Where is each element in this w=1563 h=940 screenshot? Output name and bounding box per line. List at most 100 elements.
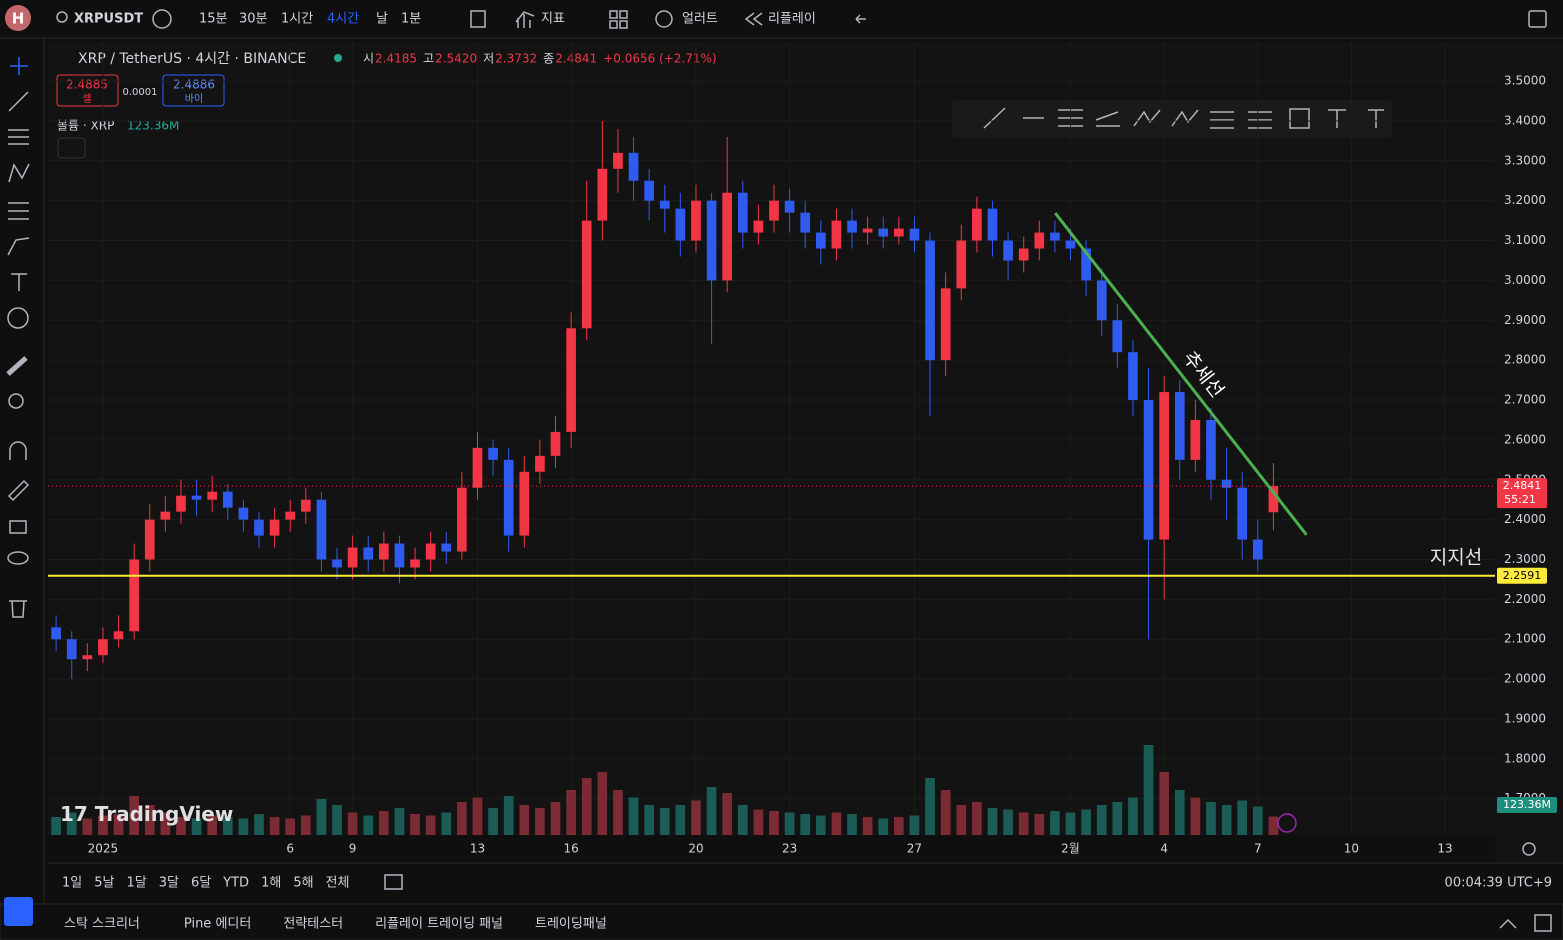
undo[interactable] xyxy=(855,14,866,24)
y-tick-label: 3.1000 xyxy=(1504,233,1546,247)
range-button[interactable]: 6달 xyxy=(191,876,211,891)
interval[interactable]: 4시간 xyxy=(327,12,359,27)
volume-bar xyxy=(269,817,280,835)
panel-tab[interactable]: 트레이딩패널 xyxy=(535,917,607,932)
range-button[interactable]: 5날 xyxy=(94,876,114,891)
collapse[interactable] xyxy=(57,137,86,159)
y-tick-label: 2.8000 xyxy=(1504,353,1546,367)
range-button[interactable]: 1해 xyxy=(261,876,281,891)
range-button[interactable]: 전체 xyxy=(326,876,350,891)
ohlc-value: 2.3732 xyxy=(495,52,537,66)
zoom-tool[interactable] xyxy=(8,393,24,409)
volume-bar xyxy=(1190,797,1201,835)
crosshair-tool[interactable] xyxy=(10,57,28,75)
volume-bar xyxy=(1221,805,1232,835)
interval[interactable]: 15분 xyxy=(199,12,228,27)
settings[interactable] xyxy=(1522,842,1536,856)
candle-body xyxy=(254,519,264,536)
volume-bar xyxy=(410,814,420,835)
fib-tool[interactable] xyxy=(8,129,29,145)
expand[interactable] xyxy=(1499,918,1517,929)
volume-bar xyxy=(1050,811,1060,835)
pattern-tool[interactable] xyxy=(8,163,30,183)
range-button[interactable]: 1달 xyxy=(126,876,146,891)
date-range-icon[interactable] xyxy=(384,874,403,890)
replay[interactable]: 리플레이 xyxy=(768,12,816,27)
forecast-tool[interactable] xyxy=(8,202,29,220)
volume-bar xyxy=(1174,790,1185,835)
panel-tab[interactable]: 리플레이 트레이딩 패널 xyxy=(375,917,503,932)
y-tick-label: 2.9000 xyxy=(1504,313,1546,327)
indicators[interactable]: 지표 xyxy=(541,12,565,27)
magnet-tool[interactable] xyxy=(9,441,27,460)
volume-bar xyxy=(222,817,233,835)
fullscreen[interactable] xyxy=(1528,10,1547,28)
rect-tool[interactable] xyxy=(1289,108,1310,129)
candle-body xyxy=(1081,248,1091,281)
alert[interactable]: 얼러트 xyxy=(682,12,718,27)
plot-area xyxy=(48,120,1495,835)
hide-tool[interactable] xyxy=(7,551,29,565)
panel-tab[interactable]: 전략테스터 xyxy=(283,917,343,932)
candle-body xyxy=(363,547,374,560)
candle-body xyxy=(659,200,670,209)
lock-tool[interactable] xyxy=(9,520,27,534)
candle-body xyxy=(441,543,452,552)
volume-bar xyxy=(909,815,920,835)
volume-bar xyxy=(254,814,264,835)
lock-draw-tool[interactable] xyxy=(7,479,30,502)
volume-bar xyxy=(1096,805,1107,835)
interval[interactable]: 1분 xyxy=(401,12,421,27)
candle-body xyxy=(831,220,842,249)
watermark: 𝟭𝟳 TradingView xyxy=(60,802,233,826)
range-button[interactable]: 1일 xyxy=(62,876,82,891)
candle-body xyxy=(238,507,249,520)
candle-body xyxy=(1268,486,1279,513)
ruler-tool[interactable] xyxy=(6,356,28,376)
volume-bar xyxy=(300,815,311,835)
ohlc-key: 시 xyxy=(363,52,374,66)
maximize[interactable] xyxy=(1534,914,1552,932)
emoji-tool[interactable] xyxy=(7,307,29,329)
candle-body xyxy=(488,447,498,460)
volume-bar xyxy=(972,802,982,835)
watchlist[interactable] xyxy=(4,897,33,926)
line-tool[interactable] xyxy=(8,91,29,112)
drawing-toolbar xyxy=(952,100,1392,138)
trash-tool[interactable] xyxy=(9,600,27,618)
x-tick-label: 6 xyxy=(286,842,294,856)
panel-tab[interactable]: Pine 에디터 xyxy=(184,917,251,932)
volume-bar xyxy=(285,818,296,835)
interval[interactable]: 날 xyxy=(376,12,388,27)
interval[interactable]: 1시간 xyxy=(281,12,313,27)
volume-bar xyxy=(847,814,857,835)
candle-body xyxy=(550,431,561,456)
range-button[interactable]: 3달 xyxy=(159,876,179,891)
layout-icon[interactable] xyxy=(609,10,618,19)
candle-body xyxy=(566,328,576,432)
price-axis xyxy=(1495,42,1563,863)
volume-bar xyxy=(66,812,77,835)
chart-type-icon[interactable] xyxy=(470,10,486,28)
interval[interactable]: 30분 xyxy=(239,12,268,27)
chart-area xyxy=(48,42,1495,835)
volume-bar xyxy=(332,805,342,835)
avatar[interactable] xyxy=(5,5,31,31)
add-symbol[interactable] xyxy=(152,9,172,29)
brush-tool[interactable] xyxy=(7,237,30,256)
last-price-tag xyxy=(1497,478,1547,509)
volume-bar xyxy=(706,787,717,835)
sell-button[interactable] xyxy=(56,74,119,107)
buy-button[interactable] xyxy=(162,74,225,107)
volume-bar xyxy=(1206,802,1216,835)
avatar-letter: H xyxy=(12,10,25,28)
range-button[interactable]: 5해 xyxy=(293,876,313,891)
lightning[interactable] xyxy=(1277,813,1297,833)
volume-bar xyxy=(1237,800,1248,835)
volume-bar xyxy=(800,814,811,835)
symbol[interactable]: XRPUSDT xyxy=(74,12,143,27)
text-tool[interactable] xyxy=(11,273,27,291)
volume-bar xyxy=(379,811,389,835)
range-button[interactable]: YTD xyxy=(222,876,249,891)
panel-tab[interactable]: 스탁 스크리너 xyxy=(64,917,140,932)
